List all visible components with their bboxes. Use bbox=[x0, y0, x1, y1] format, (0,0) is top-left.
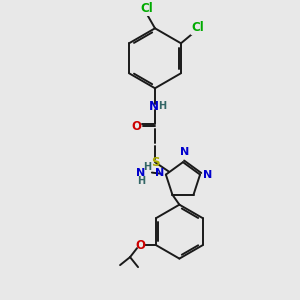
Text: N: N bbox=[155, 168, 164, 178]
Text: H: H bbox=[158, 101, 166, 111]
Text: O: O bbox=[135, 238, 145, 252]
Text: H: H bbox=[137, 176, 145, 186]
Text: S: S bbox=[151, 156, 159, 169]
Text: H: H bbox=[143, 162, 151, 172]
Text: N: N bbox=[136, 168, 146, 178]
Text: N: N bbox=[203, 169, 213, 180]
Text: O: O bbox=[131, 120, 141, 133]
Text: N: N bbox=[180, 147, 190, 157]
Text: Cl: Cl bbox=[141, 2, 153, 15]
Text: N: N bbox=[149, 100, 159, 113]
Text: Cl: Cl bbox=[192, 21, 204, 34]
